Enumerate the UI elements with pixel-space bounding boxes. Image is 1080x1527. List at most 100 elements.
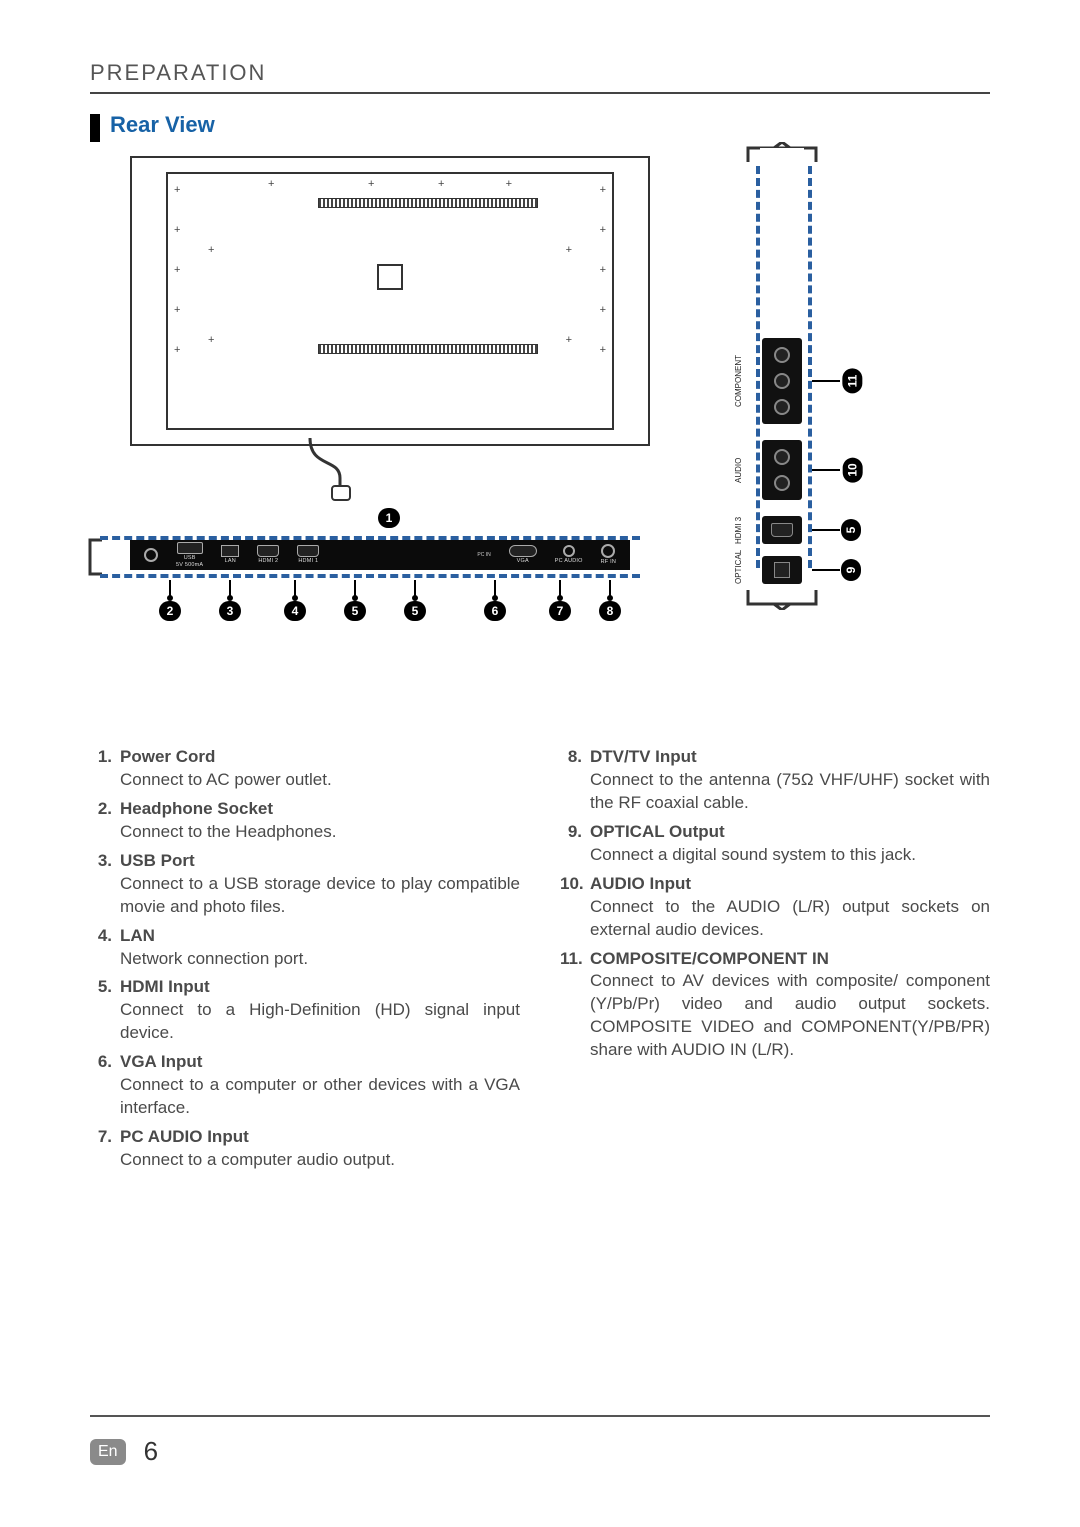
definition-item: 3.USB PortConnect to a USB storage devic… — [90, 850, 520, 919]
screw-mark: + — [208, 334, 214, 346]
hdmi1-port: HDMI 1 — [297, 545, 319, 565]
definition-text: Connect to the AUDIO (L/R) output socket… — [590, 897, 990, 939]
definition-text: Connect to the antenna (75Ω VHF/UHF) soc… — [590, 770, 990, 812]
callout-badge: 10 — [843, 457, 863, 482]
definition-body: DTV/TV Input Connect to the antenna (75Ω … — [590, 746, 990, 815]
definition-heading: AUDIO Input — [590, 874, 691, 893]
definition-body: PC AUDIO InputConnect to a computer audi… — [120, 1126, 520, 1172]
callout-badge: 2 — [159, 601, 181, 621]
footer-rule — [90, 1415, 990, 1417]
screw-mark: + — [600, 304, 606, 316]
side-callout: 11 — [812, 371, 865, 391]
screw-mark: + — [600, 264, 606, 276]
rca-jack-icon — [774, 449, 790, 465]
callout-badge: 5 — [344, 601, 366, 621]
title-accent-bar — [90, 114, 100, 142]
pc-audio-port: PC AUDIO — [555, 545, 583, 565]
screw-mark: + — [174, 304, 180, 316]
definition-number: 5. — [90, 976, 120, 1045]
definition-heading: COMPOSITE/COMPONENT IN — [590, 949, 829, 968]
screw-mark: + — [506, 178, 512, 190]
headphone-icon — [144, 548, 158, 562]
side-callout: 5 — [812, 520, 862, 540]
bottom-callouts: 2 3 4 5 5 6 78 — [130, 580, 630, 630]
title-text: Rear View — [110, 112, 215, 138]
hdmi3-label: HDMI 3 — [734, 516, 748, 544]
callout-badge: 6 — [484, 601, 506, 621]
definition-body: Headphone Socket Connect to the Headphone… — [120, 798, 520, 844]
definitions-left: 1.Power CordConnect to AC power outlet. 2… — [90, 746, 520, 1178]
callout-badge: 11 — [842, 369, 862, 394]
screw-mark: + — [438, 178, 444, 190]
page-number: 6 — [144, 1436, 158, 1467]
screw-mark: + — [174, 184, 180, 196]
definition-body: Power CordConnect to AC power outlet. — [120, 746, 520, 792]
tv-inner-outline: + + + + + + + + + + + + + + + + + + — [166, 172, 614, 430]
callout-badge: 1 — [378, 508, 400, 528]
center-box — [377, 264, 403, 290]
bottom-callout: 6 — [484, 580, 506, 621]
footer: En 6 — [90, 1436, 158, 1467]
rear-view-diagram: + + + + + + + + + + + + + + + + + + — [90, 156, 990, 656]
definition-body: COMPOSITE/COMPONENT INConnect to AV devi… — [590, 948, 990, 1063]
headphone-port — [144, 548, 158, 562]
screw-mark: + — [268, 178, 274, 190]
side-callout: 9 — [812, 560, 862, 580]
definition-body: USB PortConnect to a USB storage device … — [120, 850, 520, 919]
definition-item: 2.Headphone SocketConnect to the Headpho… — [90, 798, 520, 844]
definition-number: 4. — [90, 925, 120, 971]
definition-heading: HDMI Input — [120, 977, 210, 996]
screw-mark: + — [600, 224, 606, 236]
section-header: PREPARATION — [90, 60, 990, 94]
audio-label: AUDIO — [734, 440, 748, 500]
dash-border — [756, 166, 760, 568]
rca-jack-icon — [774, 475, 790, 491]
callout-badge: 5 — [841, 519, 861, 541]
component-label: COMPONENT — [734, 338, 748, 424]
hdmi-icon — [771, 523, 793, 537]
component-port-group — [762, 338, 802, 424]
rf-icon — [601, 544, 615, 558]
optical-icon — [774, 562, 790, 578]
callout-badge: 5 — [404, 601, 426, 621]
bottom-callout: 7 — [549, 580, 571, 621]
screw-mark: + — [174, 224, 180, 236]
hdmi3-port — [762, 516, 802, 544]
vent-top — [318, 198, 538, 208]
definition-heading: OPTICAL Output — [590, 822, 725, 841]
audio-port-group — [762, 440, 802, 500]
definition-heading: LAN — [120, 926, 155, 945]
definition-heading: Headphone Socket — [120, 799, 273, 818]
screw-mark: + — [208, 244, 214, 256]
audio-jack-icon — [563, 545, 575, 557]
side-callout: 10 — [812, 460, 865, 480]
definition-item: 4.LAN Network connection port. — [90, 925, 520, 971]
usb-icon — [177, 542, 203, 554]
definition-body: OPTICAL OutputConnect a digital sound sy… — [590, 821, 990, 867]
rca-jack-icon — [774, 373, 790, 389]
definition-text: Connect to a High-Definition (HD) signal… — [120, 1000, 520, 1042]
screw-mark: + — [566, 244, 572, 256]
definition-text: Connect to a computer or other devices w… — [120, 1075, 520, 1117]
definition-item: 5.HDMI Input Connect to a High-Definition… — [90, 976, 520, 1045]
lang-badge: En — [90, 1439, 126, 1465]
definitions-right: 8.DTV/TV InputConnect to the antenna (75… — [560, 746, 990, 1178]
definition-text: Network connection port. — [120, 949, 308, 968]
bottom-callout: 3 — [219, 580, 241, 621]
definition-text: Connect to the Headphones. — [120, 822, 336, 841]
definition-body: AUDIO Input Connect to the AUDIO (L/R) ou… — [590, 873, 990, 942]
bottom-callout: 8 — [599, 580, 621, 621]
callout-badge: 4 — [284, 601, 306, 621]
definition-heading: DTV/TV Input — [590, 747, 697, 766]
rca-jack-icon — [774, 399, 790, 415]
hdmi-icon — [297, 545, 319, 557]
callout-badge: 9 — [841, 559, 861, 581]
lan-icon — [221, 545, 239, 557]
definition-item: 1.Power CordConnect to AC power outlet. — [90, 746, 520, 792]
bracket-bottom-icon — [740, 588, 824, 610]
screw-mark: + — [600, 184, 606, 196]
side-port-strip: COMPONENT 11 AUDIO 10 HDMI 3 5 — [720, 148, 840, 608]
dash-border — [808, 166, 812, 568]
vga-icon — [509, 545, 537, 557]
definition-number: 7. — [90, 1126, 120, 1172]
